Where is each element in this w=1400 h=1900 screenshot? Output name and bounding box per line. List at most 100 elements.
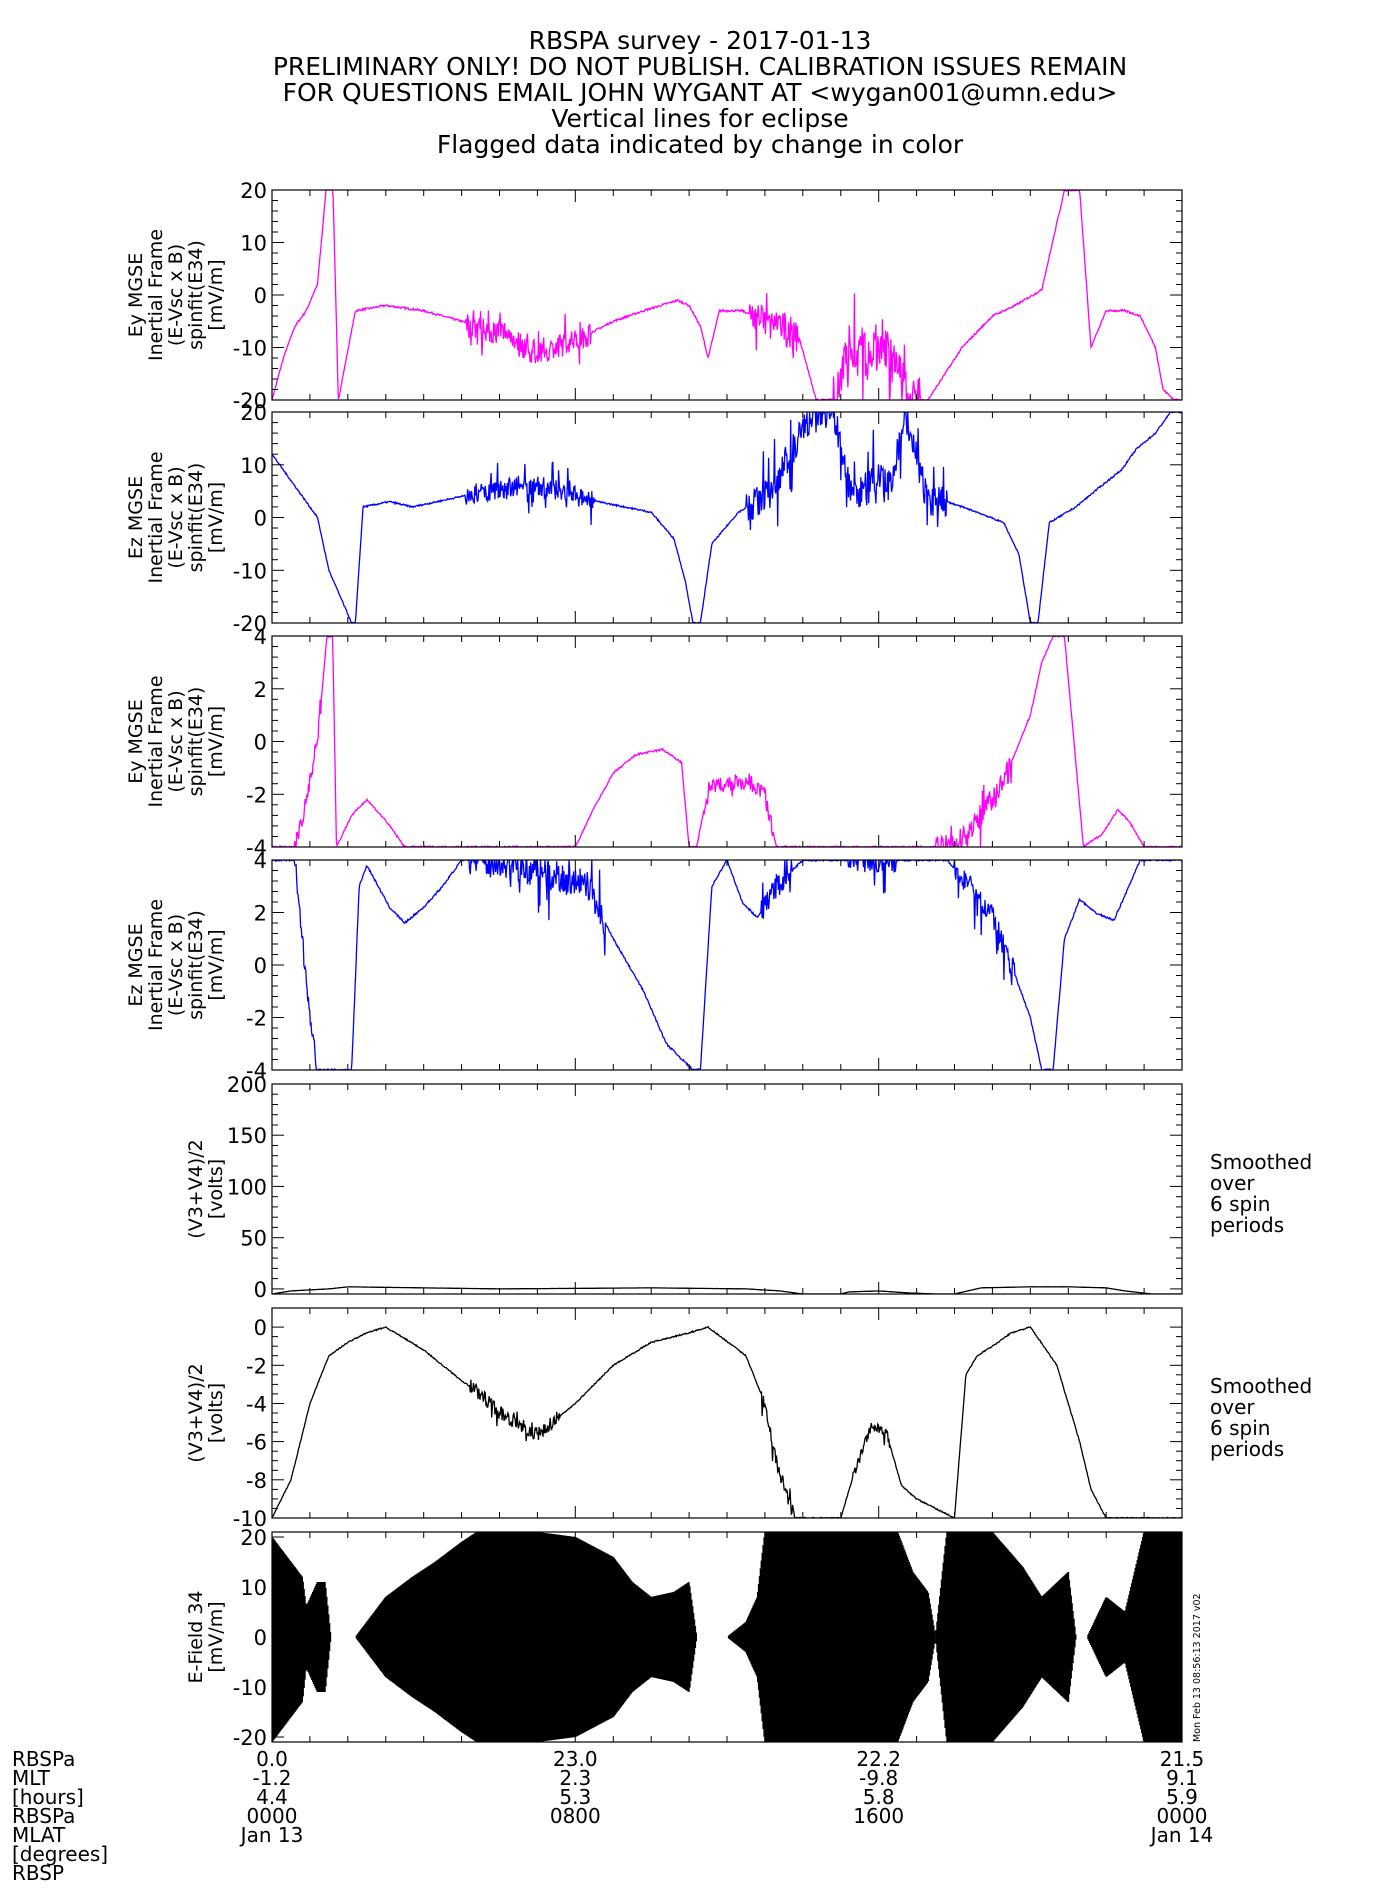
axis-row-label: [degrees] <box>12 1842 108 1866</box>
efield-band-mark <box>935 1630 938 1644</box>
y-axis-label: spinfit(E34) <box>185 463 207 573</box>
efield-band-mark <box>780 1532 783 1742</box>
y-axis-label: Ez MGSE <box>125 923 147 1006</box>
efield-band-mark <box>316 1582 319 1692</box>
efield-band-mark <box>580 1540 583 1734</box>
series-line <box>272 190 1182 400</box>
efield-band-mark <box>989 1532 992 1742</box>
title-block: RBSPA survey - 2017-01-13 PRELIMINARY ON… <box>0 28 1400 158</box>
efield-band-mark <box>380 1603 383 1671</box>
efield-band-mark <box>926 1591 929 1683</box>
efield-band-mark <box>662 1594 665 1680</box>
y-axis-label: Ey MGSE <box>125 699 147 783</box>
efield-band-mark <box>962 1532 965 1742</box>
axis-value: 9.1 <box>1166 1766 1198 1790</box>
panel-frame <box>271 859 1183 1071</box>
smoothing-note: over <box>1210 1395 1255 1419</box>
plot-area <box>272 412 1182 623</box>
y-axis-label: E-Field 34 <box>185 1591 207 1684</box>
efield-band-mark <box>1071 1611 1074 1663</box>
y-axis-label: (V3+V4)/2 <box>185 1363 207 1462</box>
efield-band-mark <box>980 1532 983 1742</box>
series-line <box>272 636 1182 847</box>
efield-band-mark <box>762 1545 765 1729</box>
y-tick-label: -8 <box>246 1469 267 1493</box>
axis-row-label: RBSPa <box>12 1747 75 1771</box>
axis-value: 22.2 <box>856 1747 901 1771</box>
series-line <box>272 1325 1182 1518</box>
efield-band-mark <box>616 1563 619 1711</box>
efield-band-mark <box>971 1532 974 1742</box>
y-tick-label: -10 <box>233 559 267 583</box>
y-axis-label: [volts] <box>205 1383 227 1443</box>
efield-band-mark <box>1090 1629 1092 1645</box>
y-tick-label: -20 <box>233 1726 267 1750</box>
efield-band-mark <box>908 1562 910 1712</box>
efield-band-mark <box>1144 1532 1147 1742</box>
efield-band-mark <box>398 1586 401 1688</box>
efield-band-mark <box>933 1630 936 1644</box>
y-axis-label: [mV/m] <box>205 1601 227 1672</box>
efield-band-mark <box>598 1549 601 1725</box>
efield-band-mark <box>917 1579 919 1695</box>
efield-band-mark <box>689 1593 692 1681</box>
efield-band-mark <box>589 1545 592 1729</box>
eclipse-note: Vertical lines for eclipse <box>551 104 849 133</box>
y-tick-label: -6 <box>246 1431 267 1455</box>
x-axis-annotation: RBSPaMLT[hours]RBSPaMLAT[degrees]RBSP0.0… <box>12 1747 1213 1885</box>
efield-band-mark <box>644 1592 646 1682</box>
y-axis-label: [mV/m] <box>205 706 227 777</box>
axis-value: 4.4 <box>256 1785 288 1809</box>
axis-value: Jan 14 <box>1149 1823 1214 1847</box>
axis-value: -9.8 <box>859 1766 898 1790</box>
panel-frame <box>271 189 1183 401</box>
efield-band-mark <box>807 1532 810 1742</box>
plot-area <box>272 1532 1182 1742</box>
efield-band-mark <box>862 1532 865 1742</box>
efield-band-mark <box>562 1535 565 1739</box>
efield-band-mark <box>671 1592 674 1682</box>
y-tick-label: 4 <box>254 849 267 873</box>
efield-band-mark <box>1074 1634 1077 1640</box>
efield-band-mark <box>471 1535 474 1739</box>
efield-band-mark <box>1035 1588 1038 1686</box>
axis-value: 5.8 <box>863 1785 895 1809</box>
efield-band-mark <box>525 1532 528 1742</box>
y-tick-label: -10 <box>233 1676 267 1700</box>
y-tick-label: 10 <box>240 232 267 256</box>
y-axis-label: Inertial Frame <box>145 899 167 1031</box>
y-tick-label: -4 <box>246 1059 267 1083</box>
efield-band-mark <box>1017 1561 1020 1713</box>
y-tick-label: 200 <box>227 1073 267 1097</box>
y-tick-label: 0 <box>254 1626 267 1650</box>
efield-band-mark <box>871 1532 874 1742</box>
efield-band-mark <box>789 1532 792 1742</box>
y-tick-label: -20 <box>233 612 267 636</box>
y-tick-label: 20 <box>240 401 267 425</box>
y-tick-label: 2 <box>254 902 267 926</box>
y-tick-label: -10 <box>233 337 267 361</box>
efield-band-mark <box>898 1538 901 1736</box>
plot-area <box>272 636 1182 847</box>
efield-band-mark <box>680 1587 683 1687</box>
efield-band-mark <box>753 1603 756 1671</box>
smoothing-note: Smoothed <box>1210 1150 1312 1174</box>
y-axis-label: (E-Vsc x B) <box>165 914 187 1016</box>
y-axis-label: [mV/m] <box>205 259 227 330</box>
y-tick-label: -4 <box>246 1393 267 1417</box>
efield-band-mark <box>407 1579 410 1695</box>
efield-band-mark <box>462 1541 464 1733</box>
y-axis-label: Inertial Frame <box>145 451 167 583</box>
panel-frame <box>271 1307 1183 1519</box>
efield-band-mark <box>1062 1576 1065 1698</box>
run-timestamp: Mon Feb 13 08:56:13 2017 v02 <box>1192 1593 1203 1742</box>
efield-band-mark <box>1099 1609 1101 1665</box>
axis-row-label: RBSPa <box>12 1804 75 1828</box>
efield-band-mark <box>953 1532 956 1742</box>
y-axis-label: [mV/m] <box>205 482 227 553</box>
efield-band-mark <box>695 1632 697 1642</box>
